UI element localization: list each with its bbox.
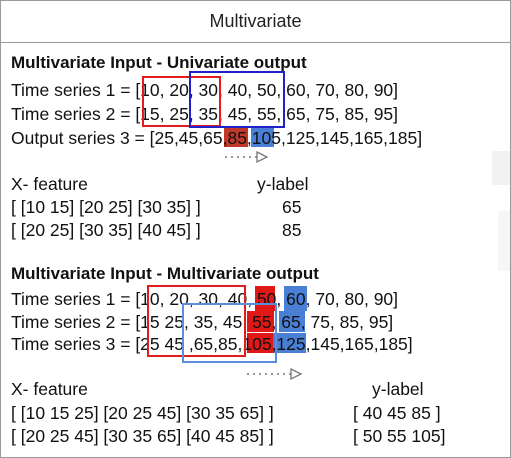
slide-arrow — [225, 150, 269, 164]
decor-square — [498, 211, 510, 271]
window-box-blue — [189, 71, 285, 128]
highlight-blue-col-2 — [279, 311, 305, 332]
highlight-blue-col-1 — [284, 286, 307, 311]
section2-row-2: Time series 2 = [15 25, 35, 45, 55, 65, … — [11, 312, 394, 332]
section2-x-header: X- feature — [11, 379, 88, 399]
section1-heading: Multivariate Input - Univariate output — [11, 53, 307, 72]
section1-y-row-2: 85 — [282, 220, 302, 240]
section1-row-1: Time series 1 = [10, 20, 30, 40, 50, 60,… — [11, 80, 399, 100]
section1-x-header: X- feature — [11, 174, 88, 194]
section1-row-2: Time series 2 = [15, 25, 35, 45, 55, 65,… — [11, 104, 399, 124]
diagram-header: Multivariate — [1, 1, 510, 43]
section2-heading: Multivariate Input - Multivariate output — [11, 264, 319, 283]
section1-y-header: y-label — [257, 174, 309, 194]
section1-y-row-1: 65 — [282, 197, 302, 217]
highlight-red-col-2 — [247, 311, 274, 332]
highlight-output-85 — [251, 128, 274, 147]
slide-arrow-2 — [247, 367, 303, 381]
section2-x-row-1: [ [10 15 25] [20 25 45] [30 35 65] ] — [11, 403, 274, 423]
section1-row-3: Output series 3 = [25,45,65,85,105,125,1… — [11, 128, 423, 148]
decor-square — [492, 151, 510, 185]
section2-y-row-2: [ 50 55 105] — [353, 426, 446, 446]
window-box-red — [142, 76, 221, 127]
section1-x-row-2: [ [20 25] [30 35] [40 45] ] — [11, 220, 201, 240]
section2-row-3: Time series 3 = [25 45 ,65,85,105,125,14… — [11, 334, 413, 354]
highlight-output-65 — [224, 128, 248, 147]
section2-row-1: Time series 1 = [10, 20, 30, 40, 50, 60,… — [11, 289, 399, 309]
section2-y-row-1: [ 40 45 85 ] — [353, 403, 441, 423]
window-box-lightblue-2 — [182, 303, 277, 363]
highlight-red-col-3 — [247, 333, 273, 353]
window-box-red-2 — [147, 285, 246, 357]
section2-x-row-2: [ [20 25 45] [30 35 65] [40 45 85] ] — [11, 426, 274, 446]
section2-y-header: y-label — [372, 379, 424, 399]
section1-x-row-1: [ [10 15] [20 25] [30 35] ] — [11, 197, 201, 217]
diagram-title: Multivariate — [209, 11, 302, 31]
highlight-blue-col-3 — [273, 333, 306, 353]
